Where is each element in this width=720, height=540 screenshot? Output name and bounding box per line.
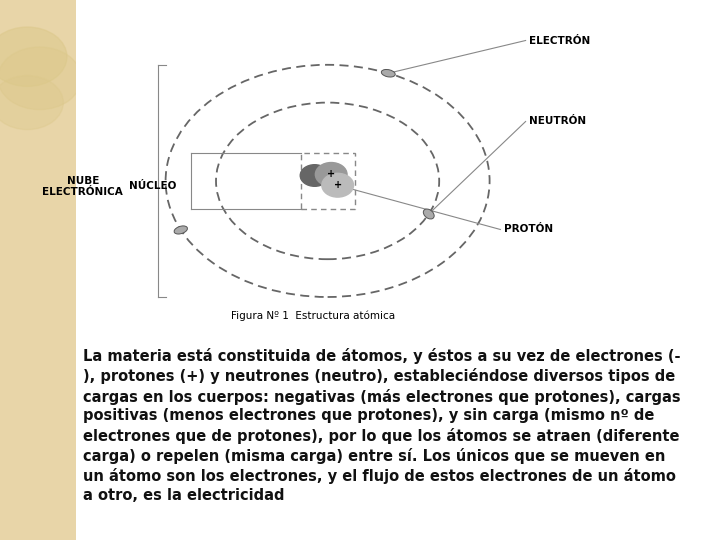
Text: NEUTRÓN: NEUTRÓN xyxy=(529,117,586,126)
Text: NUBE
ELECTRÓNICA: NUBE ELECTRÓNICA xyxy=(42,176,123,197)
Ellipse shape xyxy=(382,70,395,77)
Text: La materia está constituida de átomos, y éstos a su vez de electrones (-
), prot: La materia está constituida de átomos, y… xyxy=(83,348,680,503)
Text: +: + xyxy=(327,170,336,179)
Ellipse shape xyxy=(423,209,434,219)
Text: ELECTRÓN: ELECTRÓN xyxy=(529,36,590,45)
Text: +: + xyxy=(333,180,342,190)
Ellipse shape xyxy=(174,226,187,234)
Circle shape xyxy=(322,173,354,197)
Text: NÚCLEO: NÚCLEO xyxy=(129,181,176,191)
Circle shape xyxy=(0,76,63,130)
Circle shape xyxy=(315,163,347,186)
Text: PROTÓN: PROTÓN xyxy=(504,225,553,234)
Circle shape xyxy=(0,27,67,86)
Circle shape xyxy=(0,47,81,110)
Text: Figura Nº 1  Estructura atómica: Figura Nº 1 Estructura atómica xyxy=(231,310,395,321)
Bar xyxy=(76,0,720,540)
Bar xyxy=(0,0,76,540)
Circle shape xyxy=(300,165,329,186)
